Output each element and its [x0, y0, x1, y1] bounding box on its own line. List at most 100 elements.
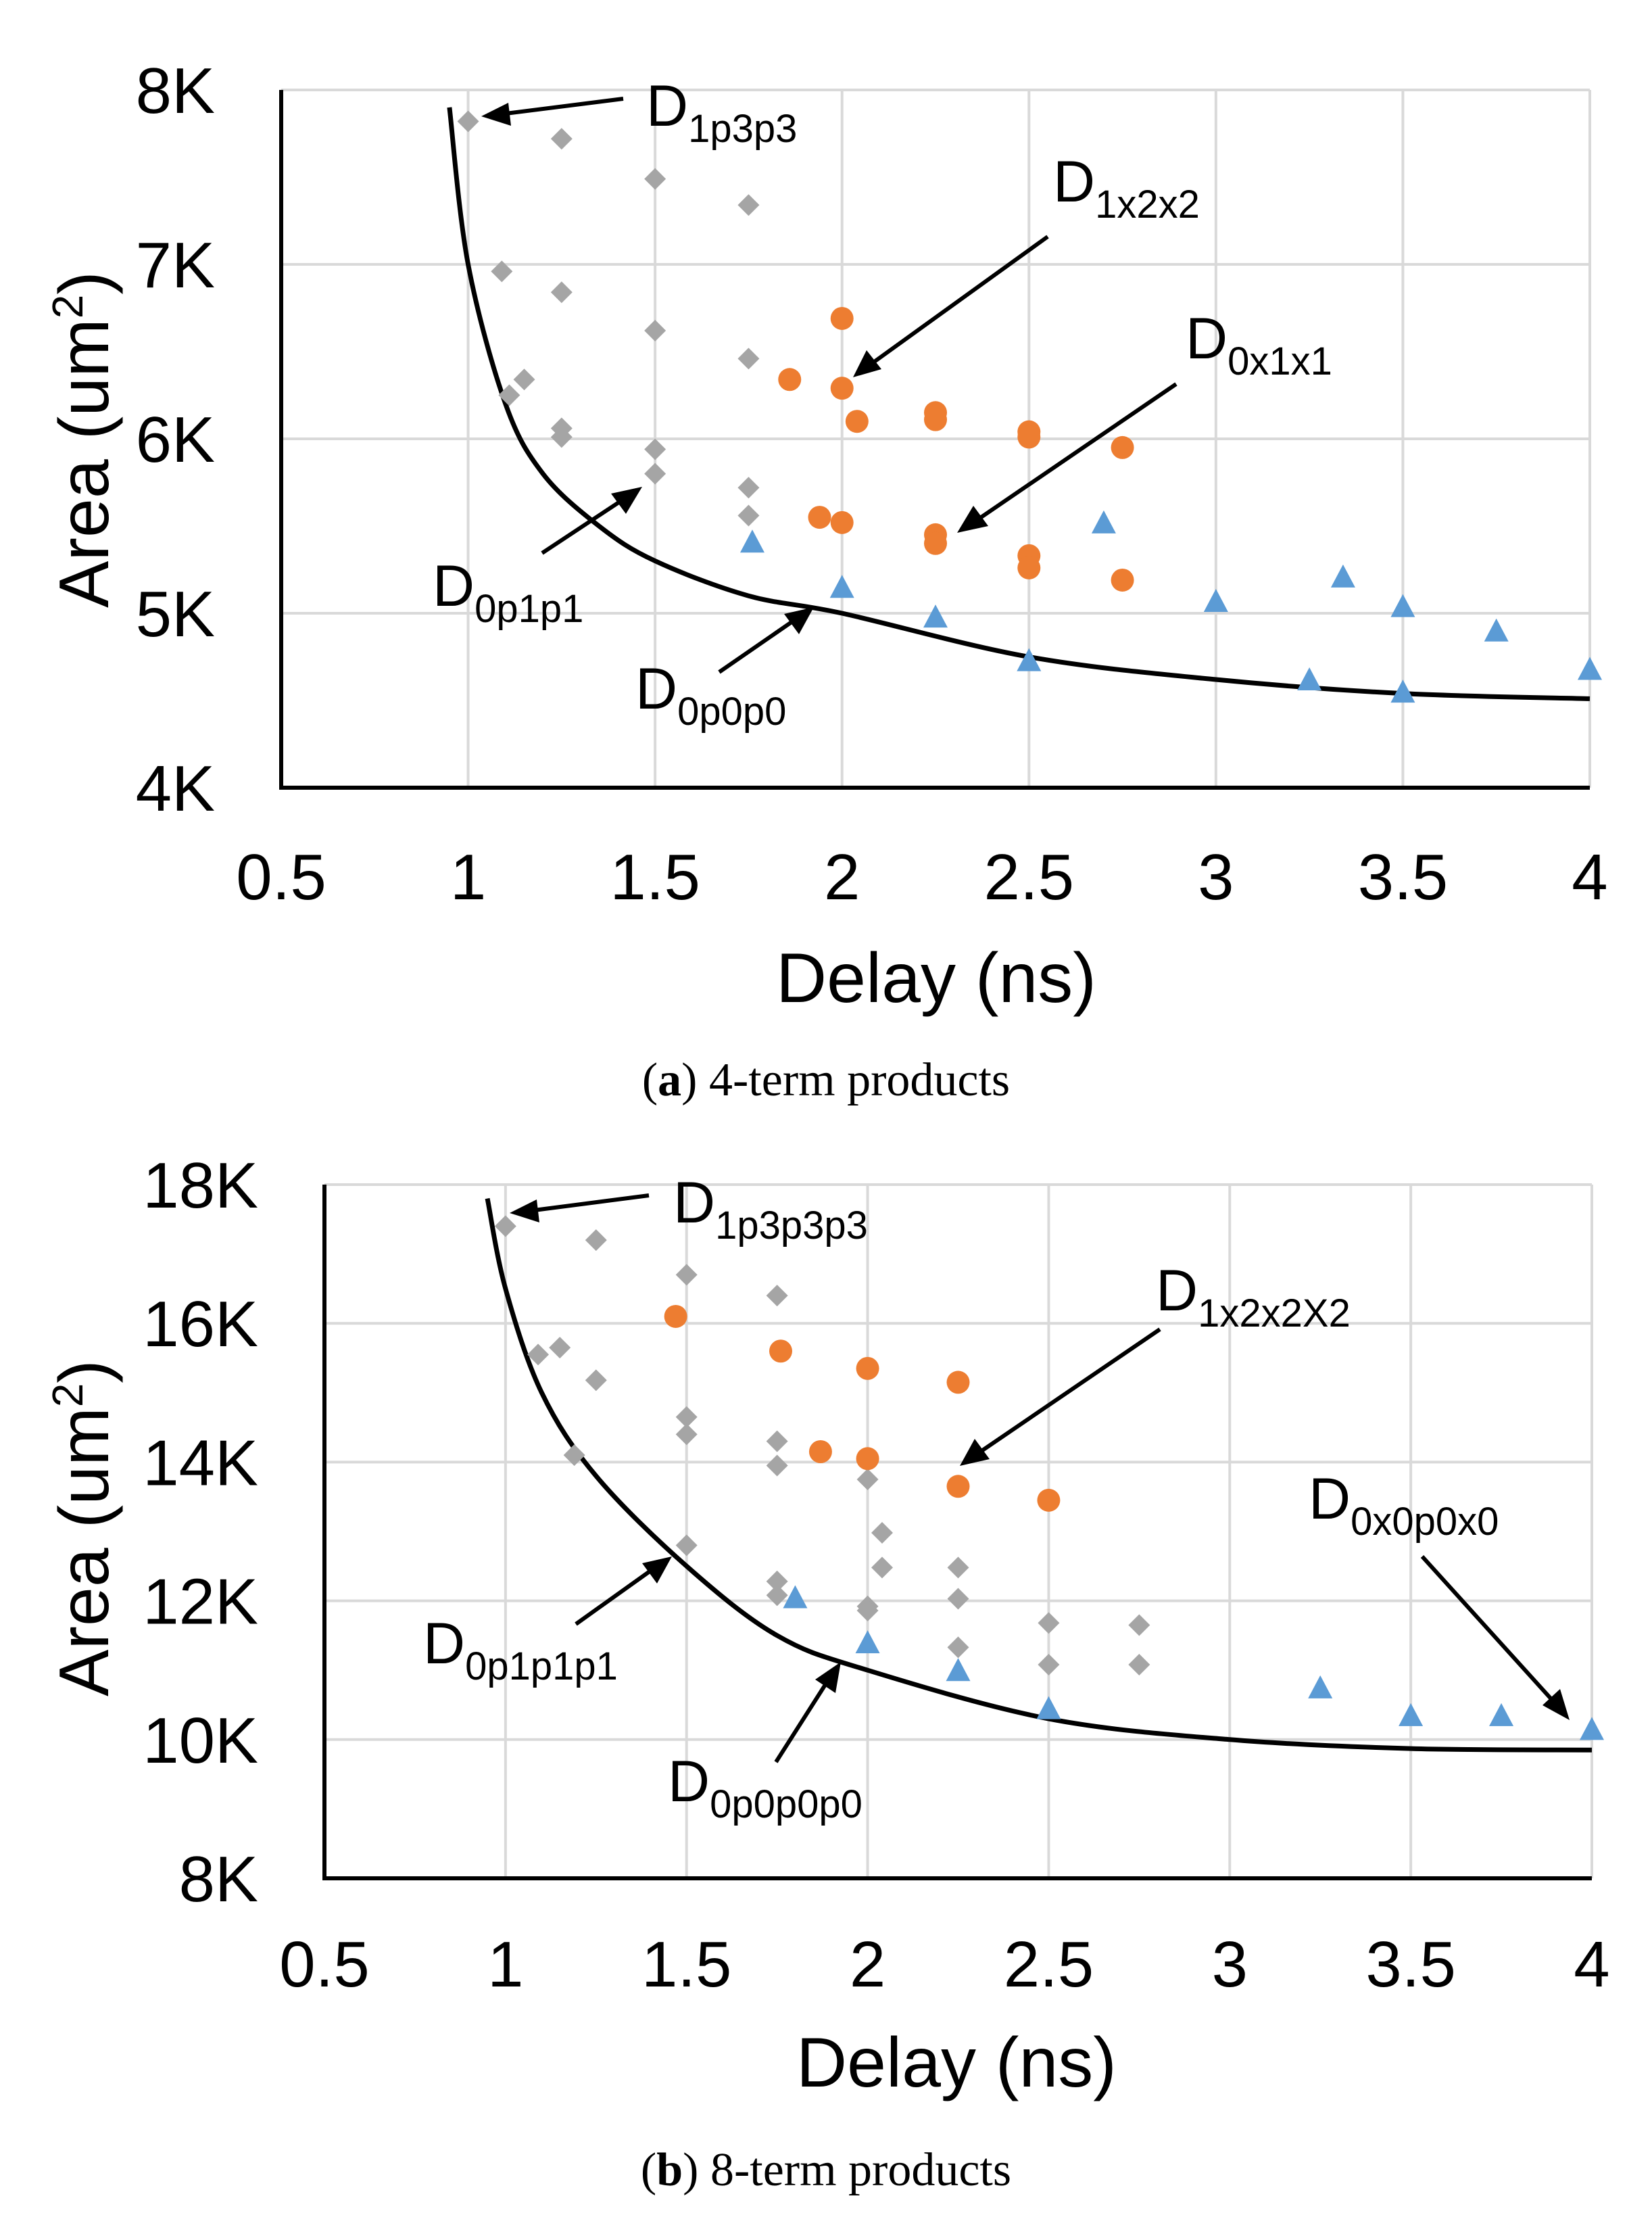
- x-tick-label: 1.5: [641, 1928, 731, 2001]
- data-point-triangle: [1489, 1703, 1514, 1726]
- svg-text:D1x2x2X2: D1x2x2X2: [1156, 1258, 1351, 1335]
- annotation-1p3p3p3: D1p3p3p3: [510, 1170, 868, 1247]
- data-point-circle: [830, 377, 854, 400]
- data-point-circle: [830, 306, 854, 330]
- x-tick-label: 2: [850, 1928, 885, 2001]
- data-point-diamond: [550, 128, 573, 150]
- data-point-triangle: [923, 604, 948, 628]
- annotation-1x2x2: D1x2x2: [853, 149, 1200, 377]
- data-point-circle: [924, 408, 947, 431]
- data-point-diamond: [675, 1423, 698, 1446]
- x-tick-label: 1: [450, 841, 486, 913]
- x-tick-labels-b: 0.5 1 1.5 2 2.5 3 3.5 4: [279, 1928, 1609, 2001]
- data-point-circle: [769, 1339, 792, 1363]
- grid-b: [324, 1183, 1593, 1878]
- x-tick-label: 0.5: [279, 1928, 369, 2001]
- data-point-triangle: [1390, 594, 1415, 617]
- data-point-circle: [1017, 556, 1041, 579]
- y-label-sup-b: 2: [43, 1383, 92, 1408]
- x-tick-label: 1: [487, 1928, 523, 2001]
- data-point-diamond: [1038, 1653, 1060, 1675]
- data-point-circle: [1037, 1488, 1061, 1512]
- arrowhead: [815, 1662, 841, 1693]
- annotation-0p0p0p0: D0p0p0p0: [668, 1662, 863, 1826]
- data-point-diamond: [947, 1636, 969, 1659]
- y-tick-label: 8K: [179, 1843, 258, 1915]
- data-point-diamond: [644, 438, 666, 460]
- data-point-diamond: [1128, 1614, 1150, 1636]
- data-point-triangle: [829, 575, 854, 598]
- data-point-diamond: [856, 1469, 879, 1491]
- data-point-diamond: [549, 1337, 571, 1359]
- x-tick-labels-a: 0.5 1 1.5 2 2.5 3 3.5 4: [236, 841, 1607, 913]
- data-point-diamond: [737, 477, 760, 499]
- data-point-diamond: [871, 1556, 893, 1579]
- x-axis-label-b: Delay (ns): [796, 2024, 1117, 2102]
- data-point-circle: [664, 1304, 687, 1328]
- arrowhead: [510, 1199, 539, 1222]
- annotation-1x2x2X2: D1x2x2X2: [960, 1258, 1351, 1466]
- svg-text:D0p0p0: D0p0p0: [635, 657, 786, 734]
- data-point-circle: [830, 510, 854, 534]
- data-point-diamond: [494, 1215, 516, 1237]
- y-label-sup-a: 2: [43, 295, 92, 319]
- data-point-triangle: [1203, 588, 1228, 612]
- x-tick-label: 3.5: [1365, 1928, 1455, 2001]
- arrowhead: [960, 1439, 990, 1466]
- arrowhead: [611, 487, 642, 514]
- annotation-0p1p1p1: D0p1p1p1: [423, 1556, 672, 1688]
- data-point-diamond: [737, 348, 760, 370]
- svg-text:D0p1p1: D0p1p1: [433, 554, 583, 631]
- y-tick-label: 8K: [136, 55, 215, 127]
- data-point-diamond: [527, 1343, 550, 1366]
- data-point-diamond: [737, 194, 760, 216]
- y-label-text-b: Area (um: [45, 1407, 124, 1696]
- x-tick-label: 2.5: [984, 841, 1074, 913]
- y-tick-label: 6K: [136, 404, 215, 476]
- y-tick-label: 16K: [143, 1288, 258, 1360]
- arrowhead: [481, 103, 511, 126]
- pareto-curve-a: [447, 107, 1590, 701]
- chart-panel-b: 8K 10K 12K 14K 16K 18K 0.5 1 1.5 2 2.5 3 3.5 4 Area …: [43, 1149, 1610, 2196]
- data-point-circle: [808, 1440, 832, 1464]
- x-tick-label: 4: [1572, 841, 1607, 913]
- caption-b: (b) 8-term products: [641, 2144, 1011, 2196]
- data-point-diamond: [856, 1599, 879, 1621]
- data-point-triangle: [1390, 680, 1415, 703]
- arrowhead: [1542, 1689, 1570, 1720]
- y-tick-label: 4K: [136, 753, 215, 825]
- data-point-diamond: [947, 1588, 969, 1610]
- arrowhead: [642, 1556, 672, 1584]
- data-point-triangle: [1580, 1717, 1604, 1740]
- arrowhead: [957, 506, 988, 533]
- data-point-diamond: [457, 110, 479, 133]
- svg-text:D1x2x2: D1x2x2: [1053, 149, 1200, 227]
- y-tick-label: 12K: [143, 1566, 258, 1638]
- y-label-close-a: ): [45, 271, 124, 295]
- data-point-diamond: [513, 368, 535, 391]
- data-point-diamond: [550, 281, 573, 304]
- data-point-diamond: [766, 1285, 788, 1307]
- svg-text:D0x0p0x0: D0x0p0x0: [1309, 1467, 1499, 1544]
- annotation-0x1x1: D0x1x1: [957, 306, 1332, 533]
- data-point-diamond: [766, 1570, 788, 1592]
- data-point-diamond: [675, 1406, 698, 1428]
- data-point-diamond: [766, 1584, 788, 1607]
- x-tick-label: 2.5: [1004, 1928, 1094, 2001]
- data-point-circle: [1111, 568, 1134, 592]
- data-point-circle: [856, 1356, 879, 1380]
- data-point-triangle: [946, 1658, 971, 1682]
- svg-text:D0p0p0p0: D0p0p0p0: [668, 1749, 863, 1826]
- y-axis-label-a: Area (um2): [43, 271, 124, 608]
- data-point-triangle: [1036, 1696, 1061, 1719]
- data-point-triangle: [855, 1630, 880, 1654]
- data-point-diamond: [585, 1229, 607, 1252]
- data-point-circle: [1111, 435, 1134, 459]
- data-point-diamond: [550, 426, 573, 448]
- y-label-text-a: Area (um: [45, 318, 124, 608]
- data-point-triangle: [1399, 1703, 1424, 1726]
- y-tick-label: 5K: [136, 578, 215, 650]
- x-tick-label: 2: [824, 841, 860, 913]
- data-point-diamond: [766, 1454, 788, 1477]
- data-point-triangle: [1091, 510, 1116, 533]
